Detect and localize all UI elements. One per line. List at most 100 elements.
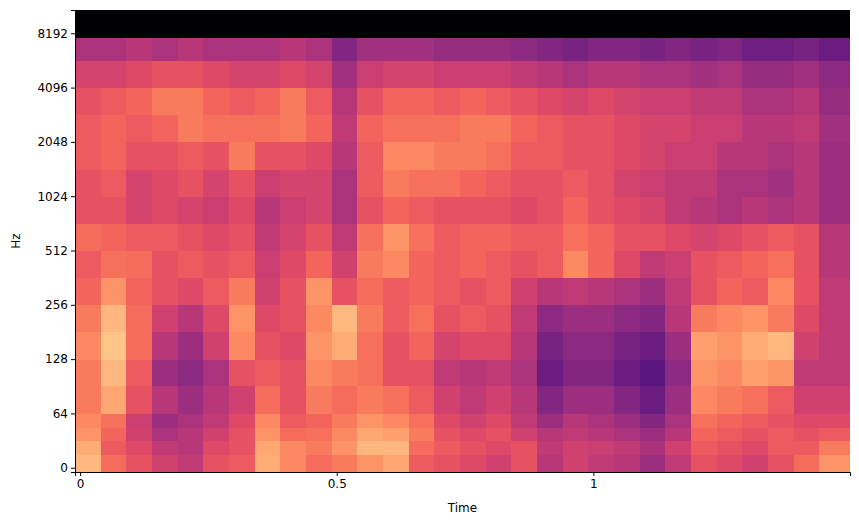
- heatmap-cell: [357, 60, 383, 88]
- heatmap-cell: [614, 196, 640, 224]
- heatmap-cell: [819, 142, 850, 170]
- heatmap-cell: [280, 223, 306, 251]
- heatmap-cell: [511, 115, 537, 143]
- heatmap-cell: [75, 427, 101, 441]
- heatmap-cell: [768, 142, 794, 170]
- heatmap-cell: [640, 278, 666, 306]
- heatmap-cell: [460, 60, 486, 88]
- heatmap-cell: [332, 196, 358, 224]
- heatmap-cell: [229, 413, 255, 427]
- heatmap-cell: [486, 169, 512, 197]
- heatmap-cell: [178, 142, 204, 170]
- heatmap-cell: [357, 441, 383, 455]
- heatmap-cell: [383, 196, 409, 224]
- heatmap-cell: [332, 142, 358, 170]
- tick-label: 512: [45, 244, 68, 258]
- heatmap-cell: [229, 88, 255, 116]
- heatmap-cell: [357, 359, 383, 386]
- heatmap-cell: [794, 196, 820, 224]
- heatmap-cell: [178, 60, 204, 88]
- heatmap-cell: [717, 251, 743, 279]
- heatmap-cell: [486, 10, 512, 38]
- heatmap-cell: [126, 454, 152, 472]
- heatmap-cell: [588, 251, 614, 279]
- heatmap-cell: [742, 251, 768, 279]
- heatmap-cell: [306, 169, 332, 197]
- heatmap-cell: [152, 454, 178, 472]
- heatmap-cell: [665, 10, 691, 38]
- heatmap-cell: [178, 196, 204, 224]
- heatmap-cell: [717, 305, 743, 333]
- heatmap-cell: [203, 413, 229, 427]
- heatmap-cell: [486, 196, 512, 224]
- tick-mark: [71, 468, 75, 469]
- heatmap-cell: [768, 278, 794, 306]
- heatmap-cell: [665, 37, 691, 61]
- heatmap-cell: [357, 251, 383, 279]
- heatmap-cell: [794, 454, 820, 472]
- heatmap-cell: [563, 169, 589, 197]
- heatmap-cell: [460, 115, 486, 143]
- heatmap-cell: [768, 10, 794, 38]
- heatmap-cell: [332, 386, 358, 414]
- heatmap-cell: [126, 251, 152, 279]
- heatmap-cell: [409, 60, 435, 88]
- heatmap-cell: [383, 169, 409, 197]
- heatmap-cell: [614, 332, 640, 360]
- heatmap-cell: [203, 223, 229, 251]
- heatmap-cell: [717, 115, 743, 143]
- heatmap-cell: [819, 441, 850, 455]
- heatmap-cell: [203, 60, 229, 88]
- heatmap-cell: [434, 413, 460, 427]
- heatmap-cell: [588, 441, 614, 455]
- heatmap-cell: [332, 359, 358, 386]
- heatmap-cell: [537, 305, 563, 333]
- heatmap-cell: [794, 305, 820, 333]
- heatmap-cell: [768, 37, 794, 61]
- heatmap-cell: [819, 454, 850, 472]
- heatmap-cell: [511, 386, 537, 414]
- heatmap-cell: [588, 60, 614, 88]
- heatmap-cell: [640, 251, 666, 279]
- heatmap-cell: [383, 223, 409, 251]
- heatmap-cell: [511, 332, 537, 360]
- heatmap-cell: [409, 454, 435, 472]
- heatmap-cell: [126, 10, 152, 38]
- heatmap-cell: [563, 60, 589, 88]
- heatmap-cell: [203, 169, 229, 197]
- x-axis-title: Time: [447, 501, 477, 515]
- tick-mark: [71, 359, 75, 360]
- heatmap-cell: [229, 251, 255, 279]
- heatmap-cell: [306, 386, 332, 414]
- heatmap-cell: [255, 427, 281, 441]
- heatmap-cell: [614, 305, 640, 333]
- heatmap-cell: [255, 413, 281, 427]
- heatmap-cell: [691, 441, 717, 455]
- tick-mark: [593, 472, 594, 476]
- heatmap-cell: [101, 196, 127, 224]
- heatmap-cell: [255, 142, 281, 170]
- heatmap-cell: [588, 223, 614, 251]
- heatmap-cell: [306, 142, 332, 170]
- heatmap-cell: [229, 386, 255, 414]
- heatmap-cell: [229, 169, 255, 197]
- heatmap-cell: [794, 88, 820, 116]
- heatmap-cell: [203, 332, 229, 360]
- heatmap-cell: [486, 37, 512, 61]
- heatmap-cell: [537, 413, 563, 427]
- heatmap-cell: [178, 10, 204, 38]
- heatmap-cell: [255, 386, 281, 414]
- heatmap-cell: [742, 196, 768, 224]
- heatmap-cell: [742, 115, 768, 143]
- tick-label: 0: [77, 477, 85, 491]
- heatmap-cell: [383, 305, 409, 333]
- heatmap-cell: [306, 251, 332, 279]
- heatmap-cell: [280, 88, 306, 116]
- heatmap-cell: [563, 142, 589, 170]
- tick-label: 128: [45, 352, 68, 366]
- heatmap-cell: [537, 10, 563, 38]
- heatmap-cell: [640, 142, 666, 170]
- heatmap-cell: [460, 88, 486, 116]
- heatmap-cell: [101, 251, 127, 279]
- heatmap-cell: [306, 427, 332, 441]
